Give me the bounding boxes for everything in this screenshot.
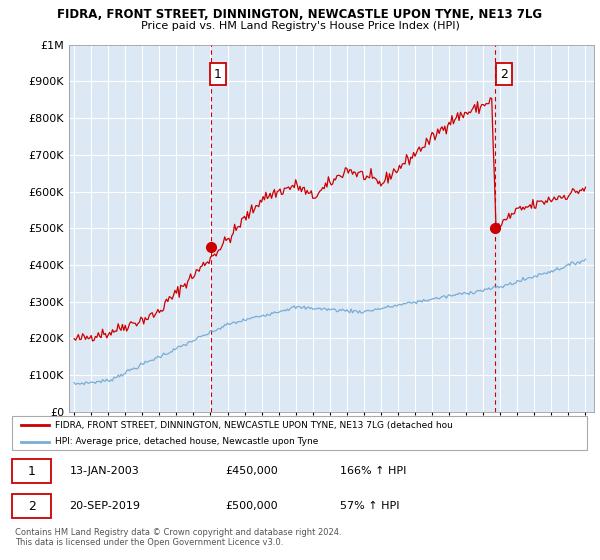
Text: £500,000: £500,000 xyxy=(225,501,278,511)
Text: FIDRA, FRONT STREET, DINNINGTON, NEWCASTLE UPON TYNE, NE13 7LG (detached hou: FIDRA, FRONT STREET, DINNINGTON, NEWCAST… xyxy=(55,421,453,430)
Text: FIDRA, FRONT STREET, DINNINGTON, NEWCASTLE UPON TYNE, NE13 7LG: FIDRA, FRONT STREET, DINNINGTON, NEWCAST… xyxy=(58,8,542,21)
Text: Price paid vs. HM Land Registry's House Price Index (HPI): Price paid vs. HM Land Registry's House … xyxy=(140,21,460,31)
Text: 2: 2 xyxy=(28,500,35,512)
FancyBboxPatch shape xyxy=(12,459,51,483)
Text: 166% ↑ HPI: 166% ↑ HPI xyxy=(340,466,407,476)
Text: 13-JAN-2003: 13-JAN-2003 xyxy=(70,466,139,476)
Text: 2: 2 xyxy=(500,68,508,81)
Text: 1: 1 xyxy=(28,465,35,478)
FancyBboxPatch shape xyxy=(12,494,51,518)
Text: 1: 1 xyxy=(214,68,222,81)
Text: 57% ↑ HPI: 57% ↑ HPI xyxy=(340,501,400,511)
FancyBboxPatch shape xyxy=(12,416,587,450)
Text: HPI: Average price, detached house, Newcastle upon Tyne: HPI: Average price, detached house, Newc… xyxy=(55,437,319,446)
Text: £450,000: £450,000 xyxy=(225,466,278,476)
Text: Contains HM Land Registry data © Crown copyright and database right 2024.
This d: Contains HM Land Registry data © Crown c… xyxy=(15,528,341,547)
Text: 20-SEP-2019: 20-SEP-2019 xyxy=(70,501,140,511)
